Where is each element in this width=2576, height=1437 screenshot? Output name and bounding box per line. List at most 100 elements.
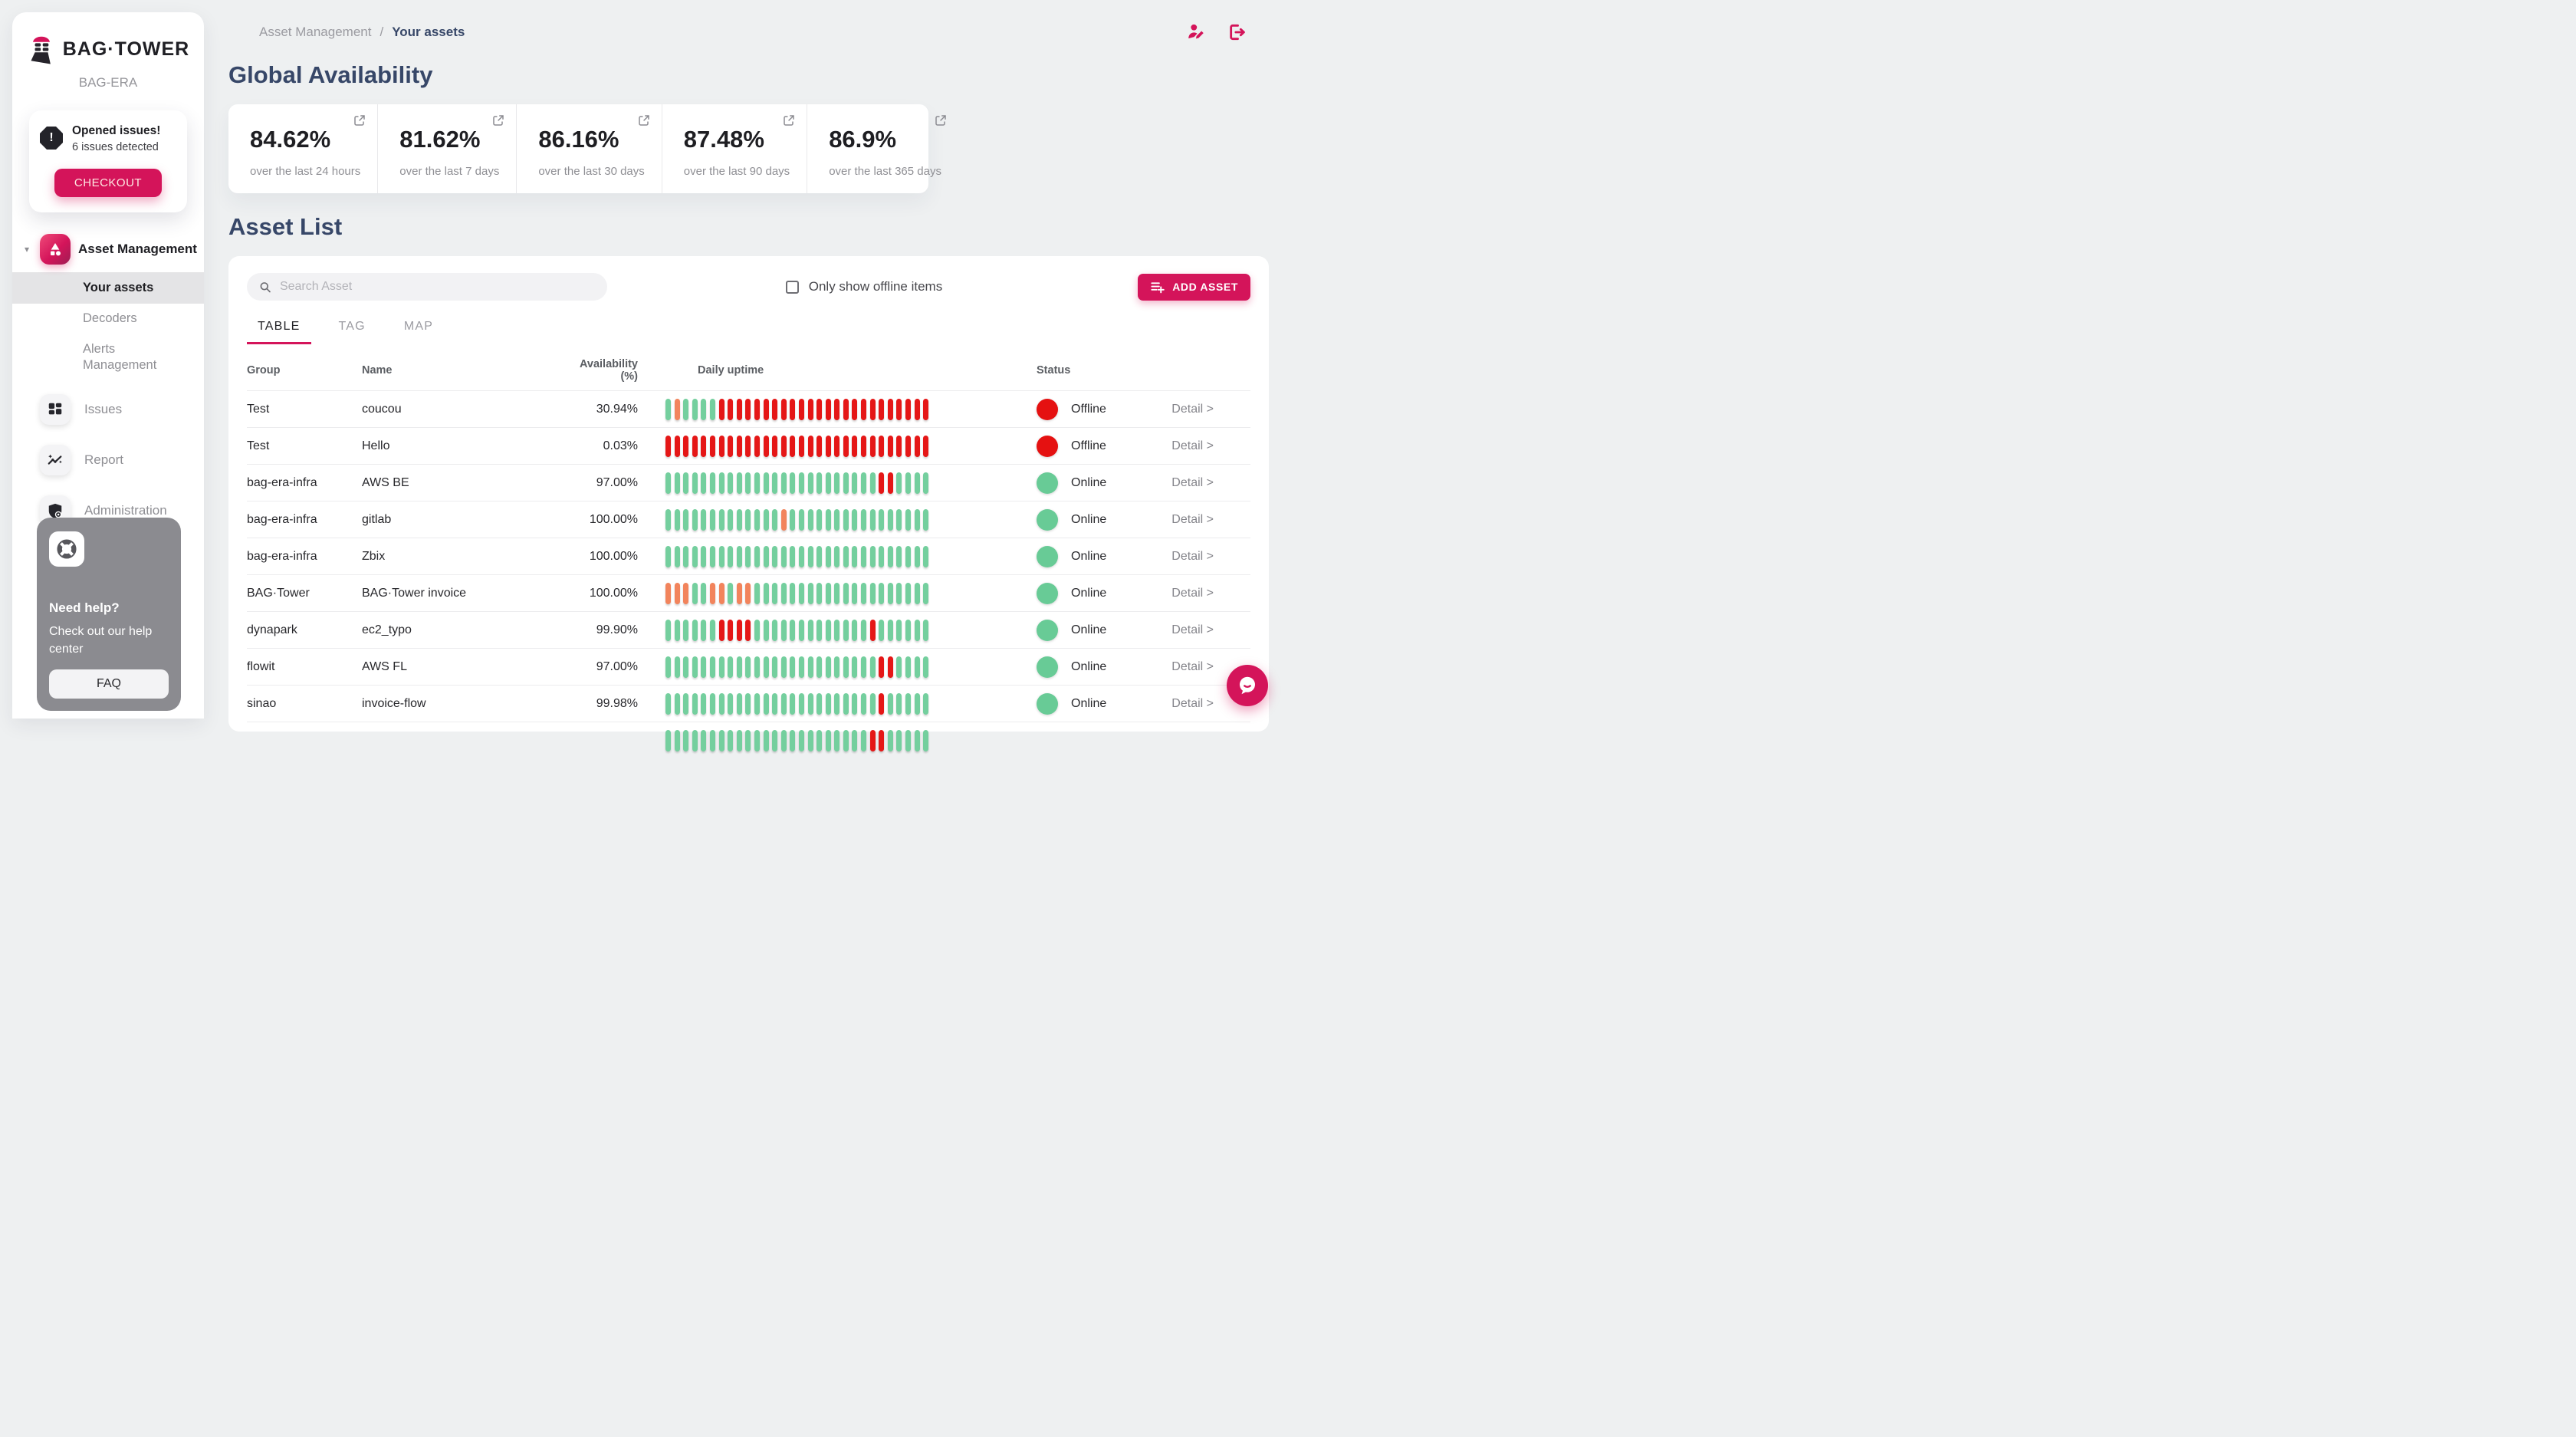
uptime-bar bbox=[719, 546, 724, 567]
sidebar-item-issues[interactable]: Issues bbox=[12, 387, 204, 432]
uptime-bar bbox=[728, 656, 733, 678]
detail-link[interactable]: Detail > bbox=[1166, 439, 1250, 453]
uptime-bar bbox=[781, 399, 787, 420]
uptime-bar bbox=[870, 509, 876, 531]
uptime-bar bbox=[701, 436, 706, 457]
uptime-bar bbox=[728, 546, 733, 567]
chat-smile-icon bbox=[1236, 674, 1259, 697]
asset-list-controls: Only show offline items ADD ASSET bbox=[247, 273, 1250, 301]
tab-map[interactable]: MAP bbox=[393, 313, 444, 344]
user-edit-icon[interactable] bbox=[1186, 22, 1206, 42]
tab-tag[interactable]: TAG bbox=[328, 313, 376, 344]
table-row: bag-era-infraZbix100.00%OnlineDetail > bbox=[247, 538, 1250, 574]
cell-availability: 0.03% bbox=[569, 439, 638, 453]
uptime-bar bbox=[692, 546, 698, 567]
detail-link[interactable]: Detail > bbox=[1166, 623, 1250, 637]
breadcrumb-separator: / bbox=[380, 25, 383, 40]
detail-link[interactable]: Detail > bbox=[1166, 587, 1250, 600]
uptime-bar bbox=[692, 656, 698, 678]
sidebar-item-asset-management[interactable]: ▾ Asset Management bbox=[12, 232, 204, 272]
uptime-bar bbox=[879, 546, 884, 567]
topbar: Asset Management / Your assets bbox=[228, 18, 1269, 46]
offline-filter-checkbox[interactable] bbox=[786, 281, 799, 294]
uptime-bar bbox=[852, 546, 857, 567]
uptime-bar bbox=[799, 546, 804, 567]
uptime-bar bbox=[852, 509, 857, 531]
uptime-bar bbox=[701, 546, 706, 567]
uptime-bar bbox=[896, 693, 902, 715]
uptime-bar bbox=[675, 730, 680, 751]
uptime-bar bbox=[816, 730, 822, 751]
uptime-bar bbox=[843, 730, 849, 751]
logout-icon[interactable] bbox=[1227, 22, 1247, 42]
sidebar-item-label: Report bbox=[84, 452, 123, 469]
uptime-bar bbox=[683, 693, 688, 715]
sidebar-item-your-assets[interactable]: Your assets bbox=[12, 272, 204, 304]
faq-button[interactable]: FAQ bbox=[49, 669, 169, 699]
uptime-bar bbox=[843, 693, 849, 715]
uptime-bar bbox=[710, 399, 715, 420]
uptime-bar bbox=[826, 583, 831, 604]
global-availability-title: Global Availability bbox=[228, 61, 1269, 89]
sidebar-item-decoders[interactable]: Decoders bbox=[12, 304, 204, 334]
availability-caption: over the last 24 hours bbox=[250, 165, 360, 178]
detail-link[interactable]: Detail > bbox=[1166, 403, 1250, 416]
availability-caption: over the last 30 days bbox=[538, 165, 644, 178]
checkout-button[interactable]: CHECKOUT bbox=[54, 169, 162, 197]
sidebar-item-label: Issues bbox=[84, 401, 122, 418]
uptime-bar bbox=[790, 693, 795, 715]
uptime-bar bbox=[683, 399, 688, 420]
add-asset-button[interactable]: ADD ASSET bbox=[1138, 274, 1250, 301]
uptime-bar bbox=[915, 583, 920, 604]
uptime-bar bbox=[745, 399, 751, 420]
cell-group: bag-era-infra bbox=[247, 550, 362, 564]
cell-group: bag-era-infra bbox=[247, 476, 362, 490]
cell-availability: 97.00% bbox=[569, 660, 638, 674]
uptime-bar bbox=[737, 509, 742, 531]
uptime-bar bbox=[923, 509, 928, 531]
sidebar-item-alerts-management[interactable]: Alerts Management bbox=[12, 334, 204, 381]
uptime-bar bbox=[861, 583, 866, 604]
chat-bubble-button[interactable] bbox=[1227, 665, 1268, 706]
uptime-bar bbox=[843, 399, 849, 420]
external-link-icon[interactable] bbox=[492, 114, 504, 127]
cell-status: Offline bbox=[987, 436, 1166, 457]
detail-link[interactable]: Detail > bbox=[1166, 550, 1250, 564]
uptime-bar bbox=[692, 399, 698, 420]
add-asset-label: ADD ASSET bbox=[1172, 281, 1238, 293]
uptime-bar bbox=[923, 399, 928, 420]
uptime-bar bbox=[675, 620, 680, 641]
uptime-bar bbox=[852, 656, 857, 678]
uptime-bar bbox=[772, 656, 777, 678]
uptime-bar bbox=[754, 656, 760, 678]
external-link-icon[interactable] bbox=[638, 114, 650, 127]
uptime-bar bbox=[692, 693, 698, 715]
sidebar-item-report[interactable]: Report bbox=[12, 438, 204, 482]
cell-availability: 99.90% bbox=[569, 623, 638, 637]
detail-link[interactable]: Detail > bbox=[1166, 513, 1250, 527]
uptime-bar bbox=[737, 730, 742, 751]
external-link-icon[interactable] bbox=[353, 114, 366, 127]
uptime-bar bbox=[861, 399, 866, 420]
availability-card: 87.48% over the last 90 days bbox=[662, 104, 807, 193]
uptime-bar bbox=[675, 693, 680, 715]
uptime-bar bbox=[888, 730, 893, 751]
tab-table[interactable]: TABLE bbox=[247, 313, 311, 344]
uptime-bar bbox=[843, 436, 849, 457]
search-field[interactable] bbox=[247, 273, 607, 301]
uptime-bar bbox=[888, 436, 893, 457]
uptime-bars bbox=[665, 546, 987, 567]
chevron-down-icon[interactable]: ▾ bbox=[21, 244, 32, 255]
opened-issues-card: ! Opened issues! 6 issues detected CHECK… bbox=[29, 110, 187, 212]
availability-card: 86.16% over the last 30 days bbox=[516, 104, 661, 193]
external-link-icon[interactable] bbox=[935, 114, 947, 127]
external-link-icon[interactable] bbox=[783, 114, 795, 127]
search-input[interactable] bbox=[280, 280, 595, 294]
uptime-bar bbox=[888, 656, 893, 678]
search-icon bbox=[259, 281, 271, 294]
uptime-bar bbox=[675, 436, 680, 457]
uptime-bar bbox=[719, 583, 724, 604]
breadcrumb-asset-management[interactable]: Asset Management bbox=[259, 25, 371, 40]
uptime-bar bbox=[683, 730, 688, 751]
detail-link[interactable]: Detail > bbox=[1166, 476, 1250, 490]
